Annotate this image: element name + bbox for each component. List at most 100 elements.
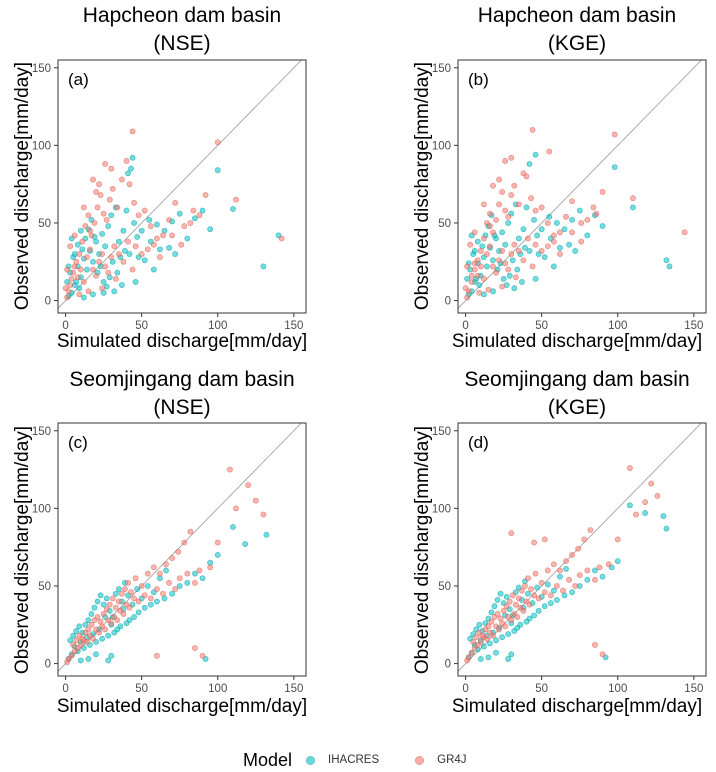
point-gr4j: [160, 232, 166, 239]
point-gr4j: [214, 539, 221, 546]
point-gr4j: [233, 196, 239, 203]
point-gr4j: [584, 567, 591, 574]
point-gr4j: [566, 576, 572, 583]
point-ihacres: [76, 285, 83, 292]
point-gr4j: [578, 238, 585, 245]
point-gr4j: [160, 590, 166, 597]
point-gr4j: [584, 216, 591, 223]
point-ihacres: [134, 586, 141, 592]
point-gr4j: [192, 645, 198, 651]
point-gr4j: [544, 243, 551, 250]
point-gr4j: [106, 196, 113, 203]
point-ihacres: [93, 651, 99, 658]
y-tick-label: 50: [38, 581, 51, 593]
y-tick-label: 150: [432, 63, 451, 75]
point-gr4j: [123, 601, 130, 608]
point-ihacres: [242, 541, 249, 547]
y-tick-label: 0: [445, 296, 451, 308]
x-tick-label: 0: [462, 320, 468, 332]
point-gr4j: [169, 232, 176, 239]
point-gr4j: [538, 579, 545, 586]
point-gr4j: [563, 213, 569, 220]
panel-subtitle: (KGE): [548, 32, 606, 55]
point-ihacres: [630, 204, 636, 211]
point-gr4j: [112, 604, 119, 611]
point-gr4j: [535, 595, 542, 602]
point-ihacres: [464, 275, 471, 282]
point-ihacres: [487, 640, 493, 647]
point-ihacres: [535, 607, 542, 614]
point-gr4j: [531, 539, 537, 546]
point-gr4j: [522, 583, 528, 589]
point-gr4j: [493, 623, 499, 630]
point-gr4j: [474, 272, 481, 279]
point-ihacres: [584, 576, 591, 583]
point-gr4j: [96, 258, 102, 265]
point-ihacres: [557, 244, 563, 251]
point-ihacres: [477, 656, 484, 662]
point-gr4j: [120, 258, 127, 265]
point-gr4j: [550, 232, 557, 239]
point-gr4j: [499, 283, 506, 290]
point-gr4j: [187, 528, 194, 535]
point-gr4j: [103, 216, 110, 223]
point-gr4j: [129, 266, 136, 273]
point-gr4j: [512, 601, 519, 608]
point-ihacres: [526, 161, 533, 167]
point-gr4j: [169, 555, 176, 561]
point-gr4j: [207, 564, 214, 571]
point-gr4j: [166, 579, 172, 586]
point-gr4j: [480, 201, 487, 208]
point-gr4j: [500, 607, 507, 614]
point-gr4j: [88, 621, 95, 628]
point-gr4j: [468, 272, 475, 279]
point-ihacres: [576, 207, 583, 214]
point-ihacres: [99, 635, 106, 642]
point-ihacres: [126, 251, 133, 257]
y-tick-label: 50: [438, 581, 451, 593]
point-gr4j: [487, 629, 493, 636]
point-gr4j: [114, 204, 121, 211]
point-gr4j: [476, 289, 483, 296]
point-ihacres: [166, 244, 172, 251]
point-ihacres: [76, 623, 83, 630]
point-gr4j: [157, 570, 163, 577]
point-gr4j: [493, 216, 499, 223]
point-gr4j: [587, 527, 594, 533]
point-gr4j: [477, 248, 484, 254]
point-ihacres: [509, 257, 516, 264]
y-tick-label: 100: [32, 140, 51, 152]
point-ihacres: [569, 216, 576, 223]
point-gr4j: [519, 587, 525, 594]
panel-title: Seomjingang dam basin: [464, 368, 689, 391]
point-gr4j: [642, 499, 649, 506]
point-gr4j: [515, 201, 522, 208]
point-gr4j: [181, 539, 188, 546]
point-gr4j: [627, 465, 633, 471]
point-ihacres: [642, 510, 649, 516]
point-gr4j: [85, 288, 92, 295]
point-ihacres: [553, 220, 560, 226]
point-gr4j: [172, 199, 179, 206]
point-ihacres: [522, 244, 528, 251]
point-gr4j: [80, 204, 87, 211]
point-gr4j: [468, 649, 475, 656]
point-ihacres: [97, 592, 104, 599]
point-gr4j: [550, 561, 557, 568]
point-gr4j: [511, 611, 518, 617]
point-ihacres: [163, 567, 169, 574]
point-gr4j: [93, 626, 99, 633]
y-tick-label: 100: [432, 503, 451, 515]
point-gr4j: [79, 635, 86, 642]
point-gr4j: [103, 606, 110, 613]
point-gr4j: [508, 251, 515, 257]
point-gr4j: [487, 223, 493, 229]
point-gr4j: [497, 615, 504, 622]
point-ihacres: [514, 266, 521, 273]
point-ihacres: [73, 628, 80, 634]
point-gr4j: [67, 282, 74, 288]
point-gr4j: [70, 642, 77, 648]
point-gr4j: [592, 642, 598, 648]
point-ihacres: [184, 579, 191, 586]
point-gr4j: [505, 213, 512, 220]
